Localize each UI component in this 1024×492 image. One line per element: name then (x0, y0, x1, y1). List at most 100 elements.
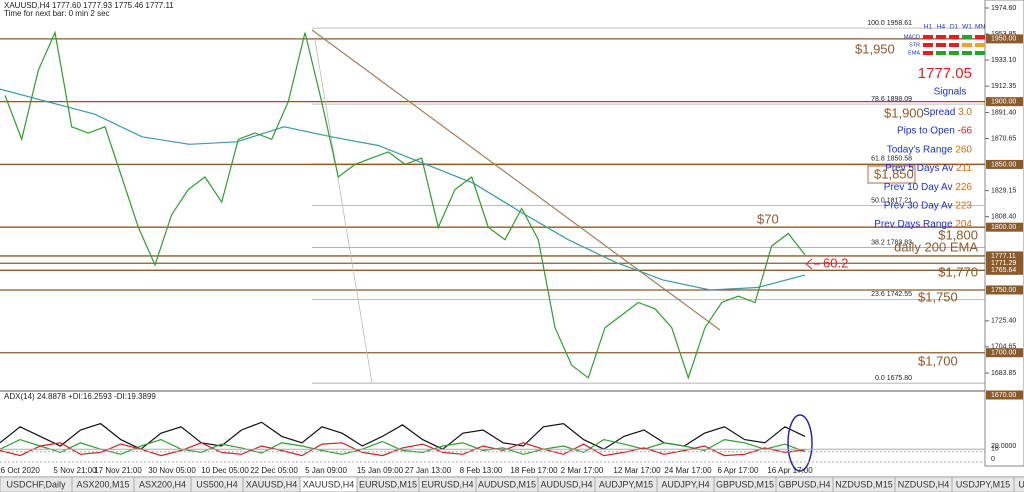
price-line (4, 30, 806, 380)
level-price: 1750.00 (991, 287, 1016, 294)
signal-column: W1 (962, 24, 972, 31)
info-value: 211 (956, 163, 972, 174)
fib-label: 23.6 1742.55 (871, 291, 912, 298)
signal-name: STR (909, 42, 920, 48)
date-label: 15 Jan 09:00 (357, 466, 404, 475)
level-price: 1700.00 (991, 350, 1016, 357)
signal-cell (923, 35, 933, 39)
level-box (986, 222, 1023, 232)
signal-cell (962, 51, 972, 55)
tab-label[interactable]: AUDUSD,M15 (478, 479, 536, 489)
level-box (986, 97, 1023, 107)
tab-label[interactable]: ASX200,M15 (76, 479, 129, 489)
info-value: -66 (958, 125, 973, 136)
info-row: Spread 3.0 (923, 107, 972, 118)
info-label: Prev Days Range (874, 219, 955, 230)
signal-cell (923, 51, 933, 55)
level-label: $1,900 (884, 105, 924, 120)
axis-label: 1829.15 (991, 187, 1016, 194)
signal-cell (923, 43, 933, 47)
info-row: Prev Days Range 204 (874, 219, 972, 230)
tab-label[interactable]: XAUUSD,H4 (246, 479, 298, 489)
tab[interactable] (1013, 476, 1024, 492)
trend-line (311, 29, 721, 331)
bar-timer: Time for next bar: 0 min 2 sec (4, 9, 110, 18)
date-label: 26 Oct 2020 (0, 466, 40, 475)
level-box (986, 34, 1023, 44)
signal-cell (975, 35, 985, 39)
tab-label[interactable]: USDJPY,H4 (1018, 479, 1024, 489)
ema-label: daily 200 EMA (894, 239, 978, 254)
date-label: 22 Dec 05:00 (250, 466, 298, 475)
info-label: Prev 5 Days Av (885, 163, 956, 174)
tab-label[interactable]: EURUSD,M15 (359, 479, 417, 489)
fib-anchor (314, 39, 373, 384)
level-price: 1670.00 (991, 392, 1016, 399)
indicator-label: 16 (991, 446, 999, 453)
axis-label: 1704.65 (991, 344, 1016, 351)
level-price: 1765.64 (991, 267, 1016, 274)
date-label: 5 Jan 09:00 (305, 466, 347, 475)
indicator-label: 20.0000 (991, 443, 1016, 450)
info-label: Prev 30 Day Av (884, 200, 956, 211)
tab-label[interactable]: XAUUSD,H4 (303, 479, 355, 489)
tab-label[interactable]: ASX200,H4 (139, 479, 186, 489)
range-label: $70 (757, 211, 779, 226)
info-value: 204 (955, 219, 972, 230)
info-row: Pips to Open -66 (897, 125, 972, 136)
tab-label[interactable]: GBPUSD,H4 (778, 479, 830, 489)
tab-label[interactable]: AUDJPY,M15 (599, 479, 653, 489)
ema-line (0, 88, 806, 291)
level-label: $1,950 (855, 41, 895, 56)
tab-label[interactable]: US500,H4 (196, 479, 238, 489)
signal-name: MACD (904, 34, 920, 40)
level-label: $1,770 (938, 264, 978, 279)
axis-label: 1891.40 (991, 109, 1016, 116)
fib-label: 0.0 1675.80 (875, 375, 912, 382)
level-box (986, 265, 1023, 275)
tab-label[interactable]: GBPUSD,M15 (716, 479, 774, 489)
date-label: 12 Mar 17:00 (613, 466, 661, 475)
indicator-title: ADX(14) 24.8878 +DI:16.2593 -DI:19.3899 (4, 392, 156, 401)
info-value: 3.0 (958, 107, 972, 118)
info-value: 223 (955, 200, 972, 211)
axis-label: 1974.60 (991, 5, 1016, 12)
level-label: $1,800 (938, 227, 978, 242)
signal-column: H1 (924, 24, 933, 31)
pips-label: 60.2 (823, 255, 848, 270)
fib-label: 78.6 1898.09 (871, 96, 912, 103)
tab-label[interactable]: AUDUSD,H4 (540, 479, 592, 489)
tab-label[interactable]: NZDUSD,H4 (898, 479, 950, 489)
signal-cell (936, 51, 946, 55)
date-label: 16 Apr 17:00 (767, 466, 813, 475)
level-label: $1,750 (918, 289, 958, 304)
date-label: 30 Nov 05:00 (148, 466, 196, 475)
signal-column: MN (975, 24, 985, 31)
signal-name: EMA (908, 50, 920, 56)
level-box (986, 285, 1023, 295)
arrow (805, 258, 820, 270)
adx-line (0, 421, 806, 450)
fib-label: 50.0 1817.21 (871, 197, 912, 204)
level-label: $1,700 (918, 353, 958, 368)
info-label: Today's Range (887, 144, 956, 155)
tab-label[interactable]: AUDJPY,H4 (661, 479, 709, 489)
signal-cell (949, 35, 959, 39)
info-label: Pips to Open (897, 125, 958, 136)
info-label: Prev 10 Day Av (884, 181, 956, 192)
signal-cell (962, 43, 972, 47)
current-price: 1777.05 (918, 65, 972, 82)
signal-column: D1 (950, 24, 959, 31)
tab-label[interactable]: USDJPY,M15 (956, 479, 1010, 489)
date-label: 18 Feb 17:00 (510, 466, 558, 475)
fib-label: 38.2 1783.83 (871, 239, 912, 246)
axis-label: 1683.85 (991, 370, 1016, 377)
signal-cell (949, 43, 959, 47)
tab-label[interactable]: NZDUSD,M15 (835, 479, 893, 489)
tab-label[interactable]: USDCHF,Daily (6, 479, 66, 489)
level-box (986, 258, 1023, 268)
tab-label[interactable]: EURUSD,H4 (421, 479, 473, 489)
price-axis (984, 0, 1024, 467)
date-label: 10 Dec 05:00 (201, 466, 249, 475)
